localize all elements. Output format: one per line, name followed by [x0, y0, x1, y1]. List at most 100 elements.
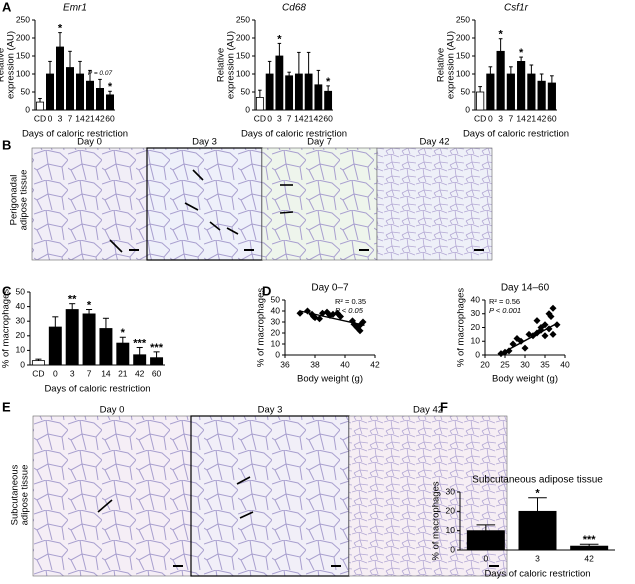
y-tick-label: 50 [271, 294, 281, 304]
x-tick-label: 60 [323, 113, 333, 123]
x-tick-label: 14 [101, 368, 111, 378]
y-tick-label: 10 [471, 336, 481, 346]
significance: * [498, 29, 503, 41]
chart-title: Emr1 [63, 3, 87, 14]
y-tick-label: 0 [465, 104, 470, 114]
significance: *** [583, 534, 597, 546]
tissue-label: adipose tissue [20, 465, 31, 526]
x-tick-label: 42 [314, 113, 324, 123]
p-value: P = 0.07 [88, 70, 113, 77]
point [549, 330, 557, 338]
bar [476, 91, 485, 111]
x-tick-label: 25 [500, 359, 510, 369]
x-axis-label: Days of caloric restriction [44, 384, 150, 395]
day-label: Day 0 [100, 405, 125, 416]
x-tick-label: 35 [540, 359, 550, 369]
point [296, 309, 304, 317]
x-tick-label: 21 [304, 113, 314, 123]
arrow [226, 227, 239, 235]
y-axis-label: expression (AU) [226, 31, 237, 99]
bar [116, 342, 130, 366]
significance: * [87, 299, 92, 311]
y-tick-label: 40 [271, 305, 281, 315]
arrow [279, 211, 294, 214]
y-tick-label: 100 [16, 68, 30, 78]
bar [99, 328, 113, 366]
arrow [236, 476, 251, 485]
point [359, 318, 367, 326]
x-tick-label: 3 [277, 113, 282, 123]
day-label: Day 42 [413, 405, 443, 416]
tissue-label: Subcutaneous [10, 464, 21, 525]
arrow [109, 239, 123, 253]
panel-letter: C [2, 283, 12, 298]
y-axis-label: Relative [436, 48, 447, 82]
significance: *** [133, 337, 147, 349]
x-tick-label: 40 [560, 359, 570, 369]
x-tick-label: 42 [135, 368, 145, 378]
y-tick-label: 0 [245, 104, 250, 114]
x-tick-label: CD [32, 368, 44, 378]
point [549, 304, 557, 312]
bar [304, 73, 313, 111]
day-label: Day 7 [307, 137, 332, 148]
x-tick-label: 42 [95, 113, 105, 123]
y-tick-label: 50 [16, 286, 26, 296]
y-axis-label: % of macrophages [1, 289, 12, 368]
chart-title: Day 14–60 [501, 283, 550, 294]
bar [294, 73, 303, 111]
point [547, 313, 555, 320]
x-tick-label: 0 [53, 368, 58, 378]
x-tick-label: 3 [70, 368, 75, 378]
day-label: Day 3 [192, 137, 217, 148]
bar [133, 354, 147, 366]
x-tick-label: 7 [68, 113, 73, 123]
x-tick-label: 42 [584, 553, 594, 563]
tissue-label: Perigonadal [9, 175, 20, 226]
arrow [184, 202, 199, 211]
y-tick-label: 50 [241, 86, 251, 96]
x-tick-label: 60 [547, 113, 557, 123]
y-tick-label: 0 [275, 349, 280, 359]
point [553, 321, 561, 329]
chart-title: Subcutaneous adipose tissue [472, 475, 603, 486]
point [533, 317, 541, 325]
bar [265, 73, 274, 111]
x-tick-label: 60 [105, 113, 115, 123]
day-label: Day 3 [258, 405, 283, 416]
bar [285, 75, 294, 111]
x-tick-label: 42 [537, 113, 547, 123]
x-tick-label: CD [254, 113, 266, 123]
y-tick-label: 250 [16, 14, 30, 24]
x-tick-label: 21 [118, 368, 128, 378]
y-tick-label: 200 [16, 32, 30, 42]
bar [150, 357, 164, 366]
significance: * [121, 327, 126, 339]
y-axis-label: % of macrophages [256, 288, 267, 367]
x-tick-label: CD [474, 113, 486, 123]
point [356, 327, 364, 335]
y-tick-label: 50 [21, 86, 31, 96]
significance: ** [68, 294, 77, 306]
y-tick-label: 50 [461, 86, 471, 96]
y-tick-label: 0 [450, 544, 455, 554]
significance: * [108, 81, 113, 93]
y-tick-label: 0 [20, 359, 25, 369]
point [337, 313, 344, 320]
x-tick-label: 0 [48, 113, 53, 123]
panel-letter: D [262, 283, 271, 298]
y-tick-label: 100 [456, 68, 470, 78]
arrows [97, 169, 294, 519]
chart-title: Cd68 [282, 3, 306, 14]
x-tick-label: 20 [480, 359, 490, 369]
arrow [209, 221, 221, 231]
bar [275, 55, 284, 111]
y-axis-label: expression (AU) [6, 31, 17, 99]
x-tick-label: 42 [370, 359, 380, 369]
arrow [97, 499, 113, 513]
significance: * [326, 76, 331, 88]
x-tick-label: 7 [287, 113, 292, 123]
x-tick-label: 3 [498, 113, 503, 123]
y-tick-label: 100 [236, 68, 250, 78]
arrow [239, 511, 254, 519]
